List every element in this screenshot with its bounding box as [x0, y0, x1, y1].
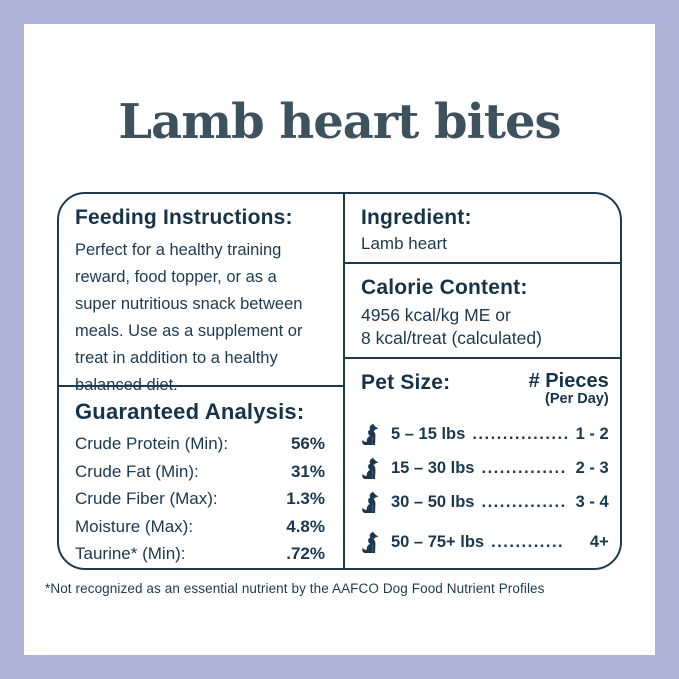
- dog-icon: [361, 491, 380, 514]
- pieces-count: 4+: [589, 532, 609, 551]
- pet-size-table: 5 – 15 lbs ................ 1 - 2 15 – 3…: [361, 417, 609, 559]
- feeding-line: meals. Use as a supplement or: [75, 322, 303, 340]
- guaranteed-analysis-section: Guaranteed Analysis: Crude Protein (Min)…: [59, 387, 343, 568]
- analysis-label: Taurine* (Min):: [75, 544, 186, 563]
- dot-leader: ............: [491, 532, 565, 551]
- analysis-row: Crude Protein (Min): 56%: [75, 430, 325, 458]
- dot-leader: ..............: [481, 458, 567, 477]
- weight-range: 5 – 15 lbs: [391, 424, 466, 443]
- pet-size-heading: Pet Size:: [361, 371, 451, 394]
- analysis-value: 1.3%: [286, 489, 325, 508]
- feeding-line: balanced diet.: [75, 376, 178, 394]
- pieces-count: 1 - 2: [575, 424, 609, 443]
- pieces-heading: # Pieces: [528, 370, 609, 392]
- feeding-line: reward, food topper, or as a: [75, 268, 277, 286]
- ingredient-section: Ingredient: Lamb heart: [345, 194, 620, 264]
- calorie-line: 4956 kcal/kg ME or: [361, 305, 511, 325]
- dot-leader: ................: [472, 424, 570, 443]
- analysis-row: Taurine* (Min): .72%: [75, 540, 325, 568]
- analysis-label: Crude Fiber (Max):: [75, 489, 218, 508]
- analysis-label: Crude Fat (Min):: [75, 461, 199, 481]
- analysis-value: 31%: [290, 461, 325, 481]
- dog-icon: [361, 457, 380, 480]
- weight-range: 50 – 75+ lbs: [391, 532, 485, 551]
- feeding-line: treat in addition to a healthy: [75, 349, 278, 367]
- pet-size-header: Pet Size: # Pieces (Per Day): [361, 371, 609, 407]
- pet-size-section: Pet Size: # Pieces (Per Day) 5 – 15 lbs …: [345, 359, 620, 568]
- guaranteed-analysis-table: Crude Protein (Min): 56% Crude Fat (Min)…: [75, 430, 327, 568]
- analysis-row: Crude Fat (Min): 31%: [75, 458, 325, 486]
- feeding-instructions-section: Feeding Instructions: Perfect for a heal…: [59, 194, 343, 394]
- calorie-line: 8 kcal/treat (calculated): [361, 328, 542, 348]
- label-sheet: Lamb heart bites Feeding Instructions: P…: [24, 24, 655, 655]
- analysis-row: Crude Fiber (Max): 1.3%: [75, 485, 325, 513]
- analysis-label: Crude Protein (Min):: [75, 434, 229, 453]
- pet-size-row: 15 – 30 lbs .............. 2 - 3: [361, 451, 609, 485]
- calorie-content-section: Calorie Content: 4956 kcal/kg ME or 8 kc…: [345, 264, 620, 359]
- feeding-line: Perfect for a healthy training: [75, 241, 282, 259]
- pieces-per-day-label: (Per Day): [545, 391, 609, 407]
- guaranteed-analysis-heading: Guaranteed Analysis:: [75, 399, 305, 424]
- analysis-value: 4.8%: [286, 516, 325, 536]
- weight-range: 30 – 50 lbs: [391, 492, 475, 511]
- analysis-row: Moisture (Max): 4.8%: [75, 513, 325, 541]
- analysis-label: Moisture (Max):: [75, 516, 194, 536]
- page-title: Lamb heart bites: [118, 94, 561, 150]
- ingredient-text: Lamb heart: [361, 234, 447, 253]
- analysis-value: 56%: [290, 434, 325, 453]
- pieces-count: 3 - 4: [575, 492, 609, 511]
- info-panel: Feeding Instructions: Perfect for a heal…: [57, 192, 622, 570]
- pet-size-row: 50 – 75+ lbs ............ 4+: [361, 525, 609, 559]
- feeding-instructions-heading: Feeding Instructions:: [75, 206, 293, 229]
- aafco-footnote: *Not recognized as an essential nutrient…: [45, 581, 545, 596]
- feeding-line: super nutritious snack between: [75, 295, 303, 313]
- dog-icon: [361, 423, 380, 446]
- pieces-count: 2 - 3: [575, 458, 609, 477]
- right-column: Ingredient: Lamb heart Calorie Content: …: [345, 194, 620, 568]
- pet-size-row: 30 – 50 lbs .............. 3 - 4: [361, 485, 609, 519]
- feeding-instructions-text: Perfect for a healthy training reward, f…: [75, 237, 327, 399]
- analysis-value: .72%: [286, 544, 325, 563]
- ingredient-heading: Ingredient:: [361, 206, 472, 229]
- calorie-content-text: 4956 kcal/kg ME or 8 kcal/treat (calcula…: [361, 304, 605, 350]
- pieces-header: # Pieces (Per Day): [529, 371, 609, 407]
- dog-icon: [361, 531, 380, 554]
- pet-size-row: 5 – 15 lbs ................ 1 - 2: [361, 417, 609, 451]
- left-column: Feeding Instructions: Perfect for a heal…: [59, 194, 345, 568]
- weight-range: 15 – 30 lbs: [391, 458, 475, 477]
- dot-leader: ..............: [481, 492, 567, 511]
- calorie-content-heading: Calorie Content:: [361, 276, 528, 299]
